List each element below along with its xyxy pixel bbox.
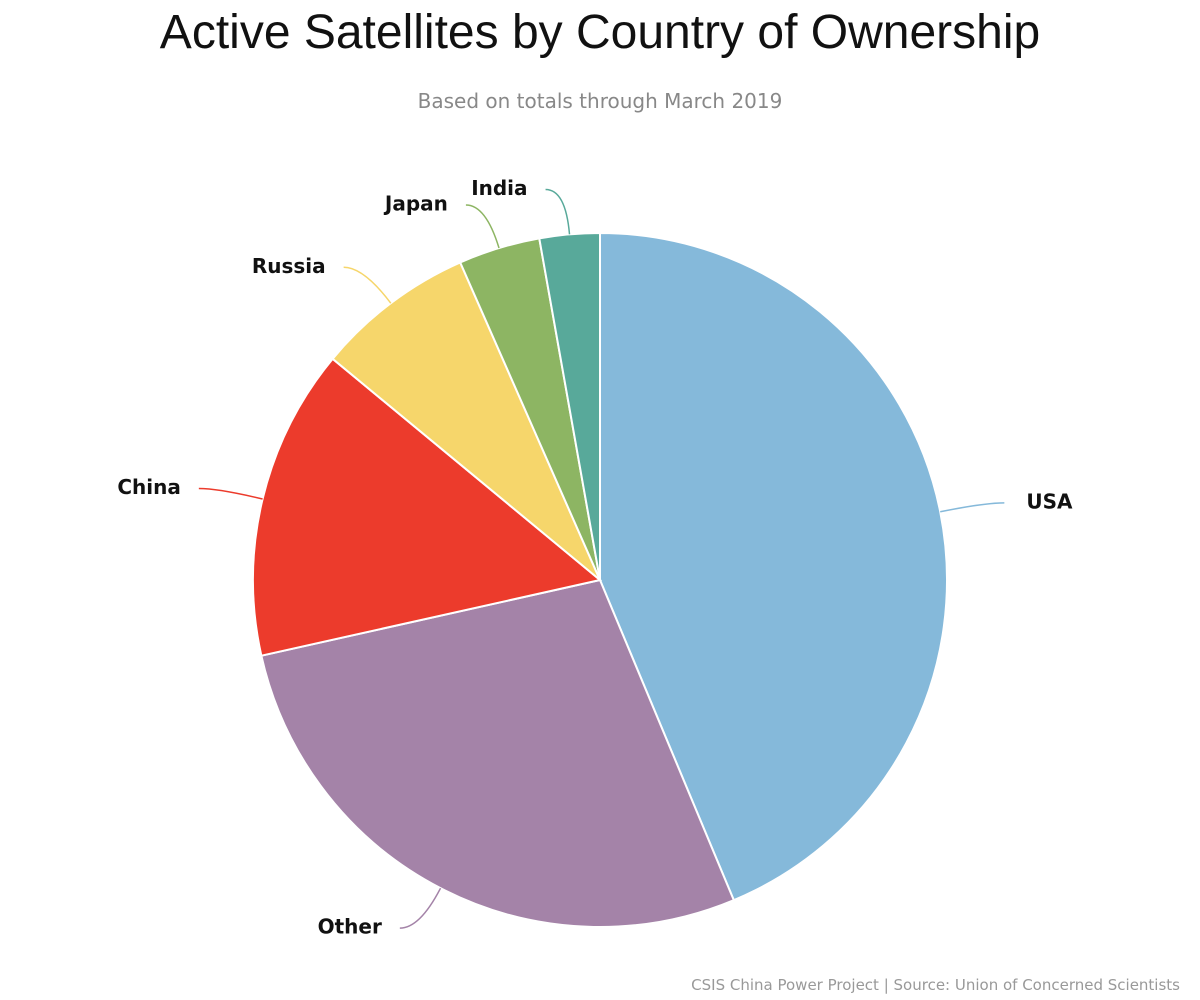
leader-line (465, 204, 500, 249)
slice-label: USA (1026, 489, 1073, 513)
leader-line (940, 502, 1005, 513)
leader-line (198, 487, 263, 500)
slice-label: China (117, 475, 181, 499)
pie-slice (599, 231, 948, 902)
chart-title: Active Satellites by Country of Ownershi… (160, 6, 1040, 59)
leader-line (343, 266, 392, 304)
chart-subtitle: Based on totals through March 2019 (418, 89, 783, 113)
pie-slice (331, 261, 601, 581)
leader-line (399, 887, 442, 929)
slice-label: India (471, 176, 527, 200)
pie-slice (260, 578, 736, 928)
slice-label: Japan (383, 191, 448, 215)
source-note: CSIS China Power Project | Source: Union… (691, 976, 1180, 994)
pie: USA Other China Russia Japan India (117, 176, 1073, 939)
slice-label: Russia (252, 254, 326, 278)
pie-slice (252, 357, 603, 657)
slice-label: Other (318, 915, 382, 939)
leader-line (545, 188, 571, 235)
